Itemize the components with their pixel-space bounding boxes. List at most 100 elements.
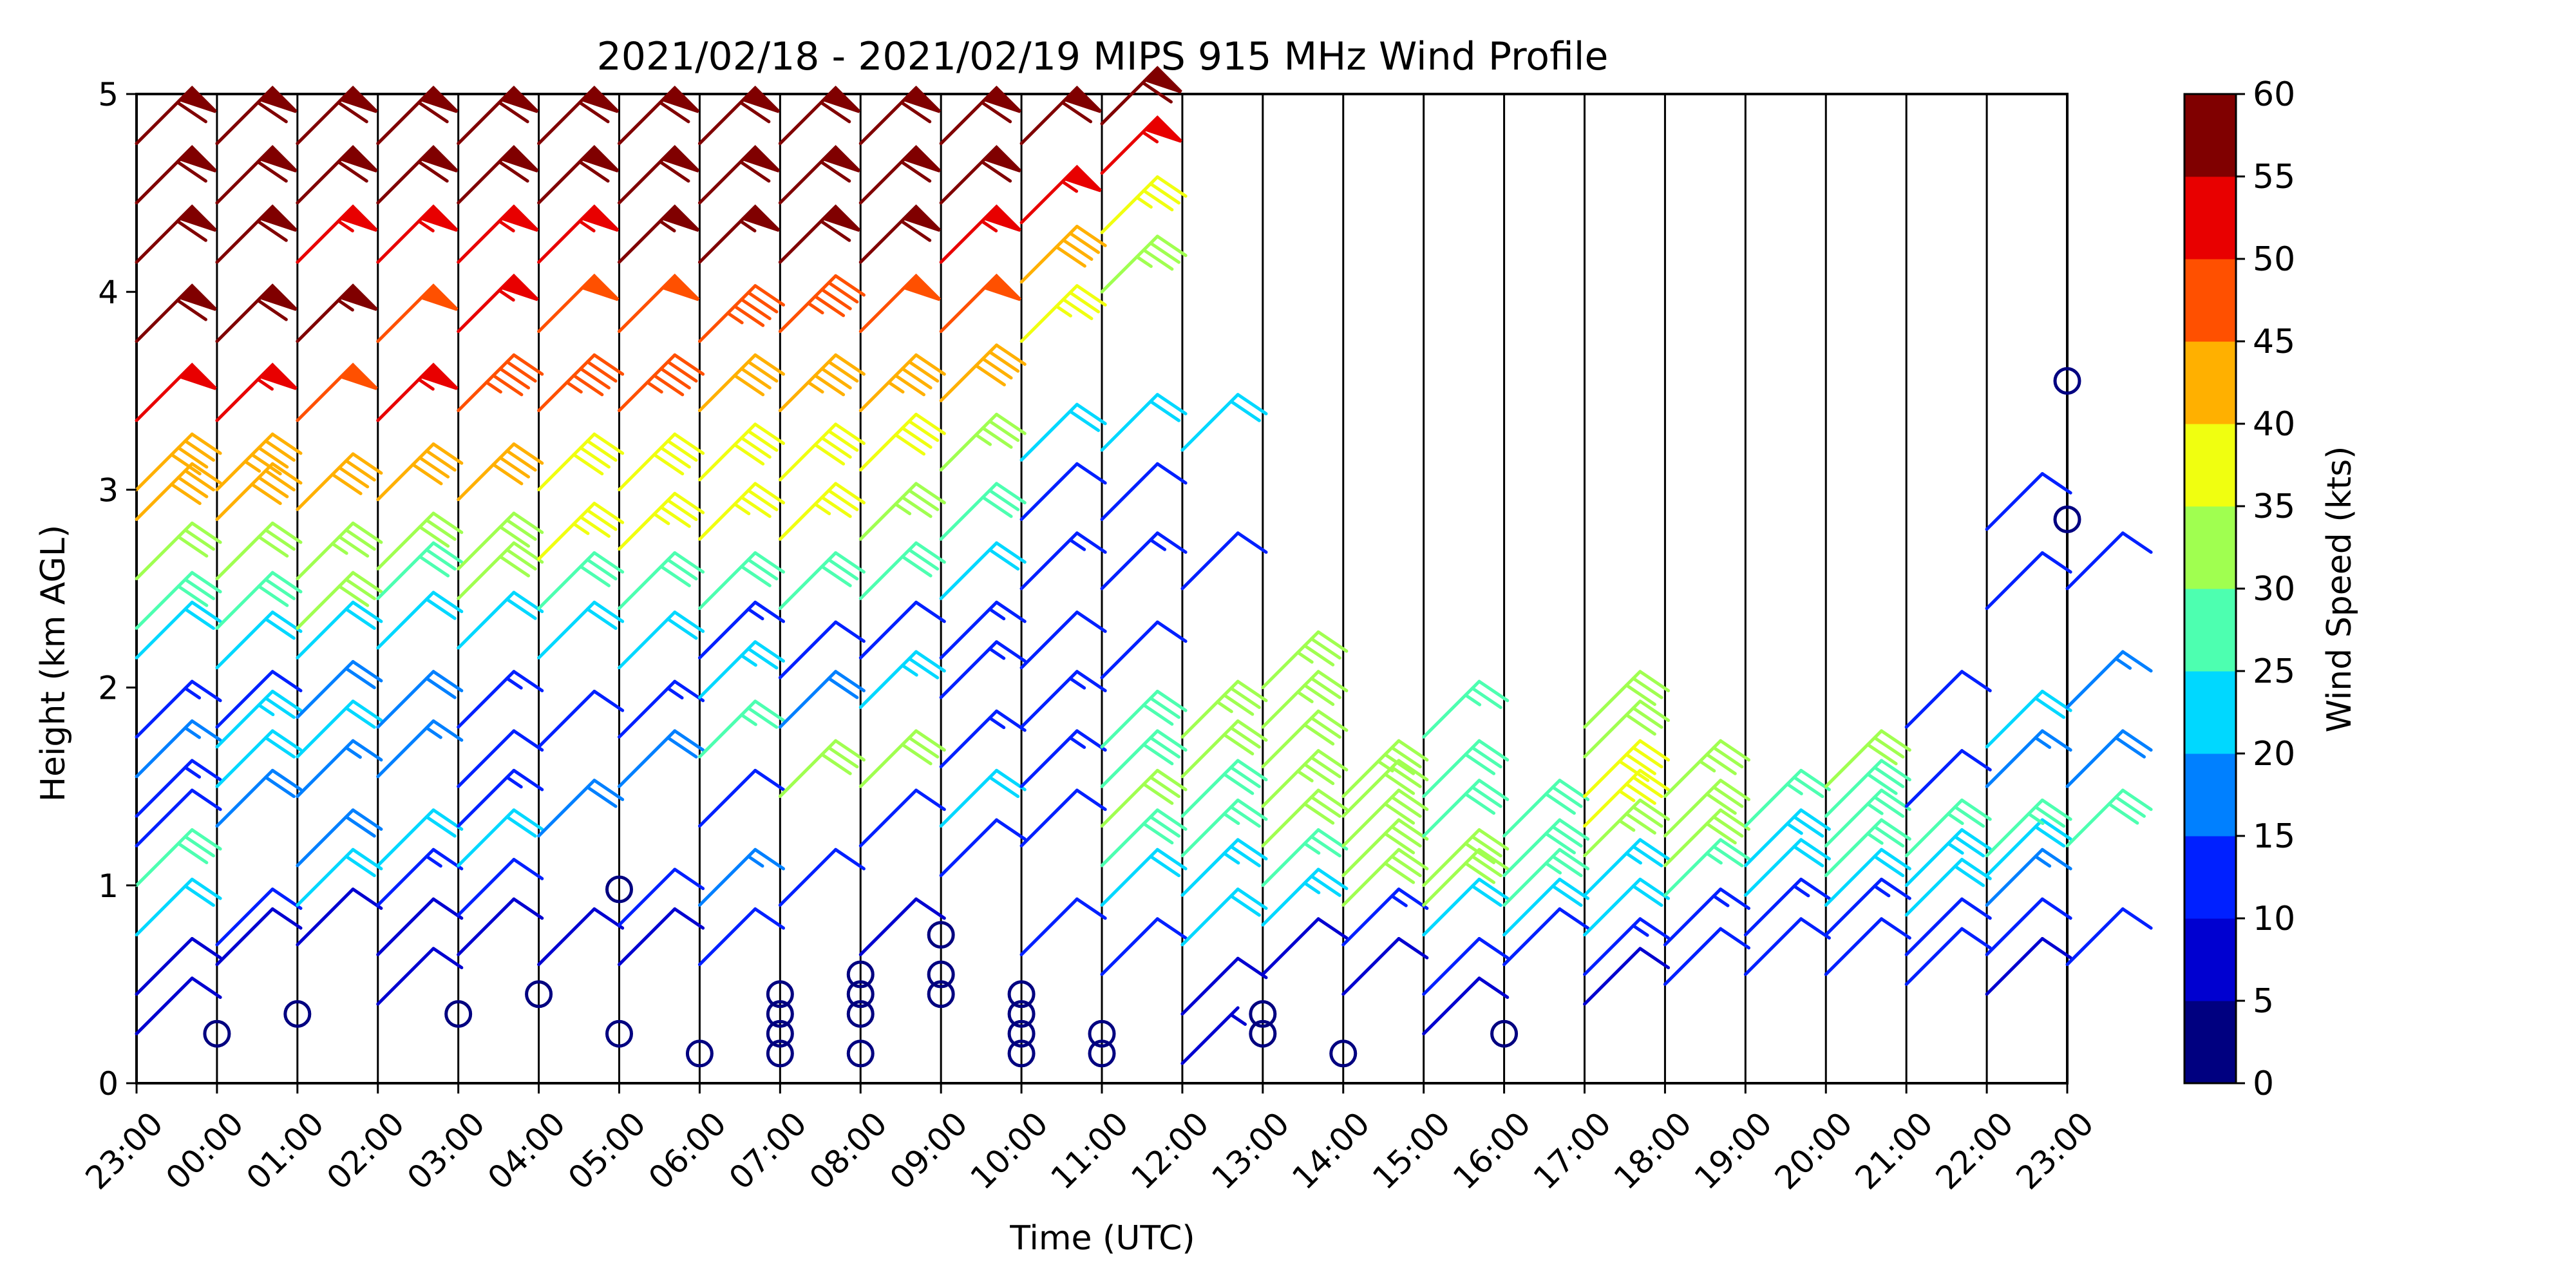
wind-barb bbox=[376, 719, 464, 779]
wind-barb bbox=[618, 679, 705, 739]
wind-barb bbox=[215, 887, 303, 947]
wind-barb bbox=[2065, 729, 2153, 788]
wind-barb bbox=[215, 521, 303, 581]
wind-barb bbox=[1100, 768, 1188, 828]
wind-barb bbox=[858, 541, 946, 600]
wind-barb bbox=[778, 204, 861, 264]
wind-barb bbox=[1422, 976, 1510, 1036]
profile-2000 bbox=[1824, 729, 1911, 976]
wind-barb bbox=[376, 670, 464, 729]
wind-barb bbox=[1985, 818, 2072, 877]
wind-barb bbox=[296, 283, 378, 343]
wind-barb bbox=[1261, 867, 1349, 927]
calm-circle bbox=[846, 980, 875, 1009]
wind-barb bbox=[135, 85, 217, 146]
wind-barb bbox=[1422, 936, 1510, 996]
wind-barb bbox=[1019, 611, 1107, 670]
wind-barb bbox=[1904, 798, 1992, 858]
wind-barb bbox=[1824, 848, 1911, 907]
y-tick-label: 4 bbox=[98, 274, 118, 311]
colorbar-tick-label: 45 bbox=[2253, 323, 2295, 361]
wind-barb bbox=[1100, 848, 1188, 907]
wind-barb bbox=[778, 422, 866, 482]
wind-barb bbox=[1583, 947, 1671, 1006]
wind-barb bbox=[1019, 729, 1107, 788]
wind-barb bbox=[457, 204, 539, 264]
wind-barb bbox=[697, 848, 786, 907]
colorbar-segment bbox=[2184, 176, 2236, 260]
profile-1300 bbox=[1249, 630, 1349, 1048]
calm-circle bbox=[1088, 1019, 1116, 1048]
profile-0000 bbox=[203, 85, 303, 1048]
wind-barb bbox=[1019, 164, 1102, 225]
calm-circle bbox=[1088, 1039, 1116, 1068]
wind-barb bbox=[537, 551, 625, 611]
wind-barb bbox=[1502, 818, 1590, 877]
wind-barb bbox=[376, 204, 459, 264]
wind-barb bbox=[1100, 462, 1188, 521]
colorbar-segment bbox=[2184, 259, 2236, 342]
wind-barb bbox=[1824, 818, 1911, 877]
wind-barb bbox=[296, 739, 383, 799]
wind-barb bbox=[376, 848, 464, 907]
wind-barb bbox=[457, 768, 544, 828]
wind-barb bbox=[1985, 472, 2072, 531]
wind-barb bbox=[135, 976, 222, 1036]
wind-barb bbox=[215, 462, 303, 521]
wind-barb bbox=[2065, 788, 2153, 848]
wind-barb bbox=[376, 145, 459, 205]
wind-barb bbox=[1261, 828, 1349, 887]
wind-barb bbox=[1422, 779, 1510, 838]
profile-1800 bbox=[1663, 739, 1751, 986]
wind-barb bbox=[1019, 402, 1107, 462]
wind-barb bbox=[135, 679, 222, 739]
wind-barb bbox=[778, 848, 866, 907]
wind-barb bbox=[1583, 670, 1671, 729]
wind-barb bbox=[1583, 877, 1671, 937]
wind-barb bbox=[618, 85, 700, 146]
wind-barb bbox=[1100, 808, 1188, 867]
colorbar-tick-label: 20 bbox=[2253, 735, 2295, 773]
profile-0200 bbox=[376, 85, 464, 1006]
x-tick-label: 20:00 bbox=[1768, 1104, 1860, 1197]
wind-barb bbox=[1341, 739, 1429, 799]
colorbar-segment bbox=[2184, 94, 2236, 177]
calm-circle bbox=[1007, 1019, 1036, 1048]
y-axis-ticks: 0 1 2 3 4 5 bbox=[98, 76, 137, 1103]
calm-circle bbox=[283, 999, 312, 1028]
wind-barb bbox=[457, 273, 539, 334]
wind-barb bbox=[697, 600, 786, 660]
wind-barb bbox=[1100, 234, 1188, 294]
colorbar-tick-label: 25 bbox=[2253, 652, 2295, 691]
calm-circle bbox=[766, 1039, 794, 1068]
wind-barb bbox=[537, 353, 625, 413]
wind-barb bbox=[697, 353, 786, 413]
colorbar-tick-label: 55 bbox=[2253, 158, 2295, 196]
wind-barb bbox=[1824, 759, 1911, 818]
wind-barb bbox=[135, 788, 222, 848]
wind-barb bbox=[858, 600, 946, 660]
wind-barb bbox=[376, 897, 464, 956]
wind-barb bbox=[1904, 828, 1992, 887]
wind-barb bbox=[135, 600, 222, 660]
wind-barb bbox=[1341, 788, 1429, 848]
wind-barb bbox=[1100, 115, 1182, 175]
profile-2200 bbox=[1985, 472, 2072, 996]
wind-barb bbox=[618, 611, 705, 670]
wind-barb bbox=[1019, 225, 1107, 284]
wind-barb bbox=[457, 353, 544, 413]
colorbar-segment bbox=[2184, 341, 2236, 424]
wind-barb bbox=[296, 808, 383, 867]
wind-barb bbox=[1100, 531, 1188, 591]
wind-barb bbox=[296, 600, 383, 660]
profile-0800 bbox=[846, 85, 946, 1068]
wind-barb bbox=[215, 363, 298, 422]
colorbar-segment bbox=[2184, 753, 2236, 837]
wind-barb bbox=[1100, 393, 1188, 452]
wind-barb bbox=[1180, 887, 1268, 947]
wind-barb bbox=[537, 85, 620, 146]
wind-barb bbox=[858, 85, 942, 146]
wind-barb bbox=[376, 947, 464, 1006]
calm-circle bbox=[1007, 1039, 1036, 1068]
wind-barb bbox=[296, 848, 383, 907]
